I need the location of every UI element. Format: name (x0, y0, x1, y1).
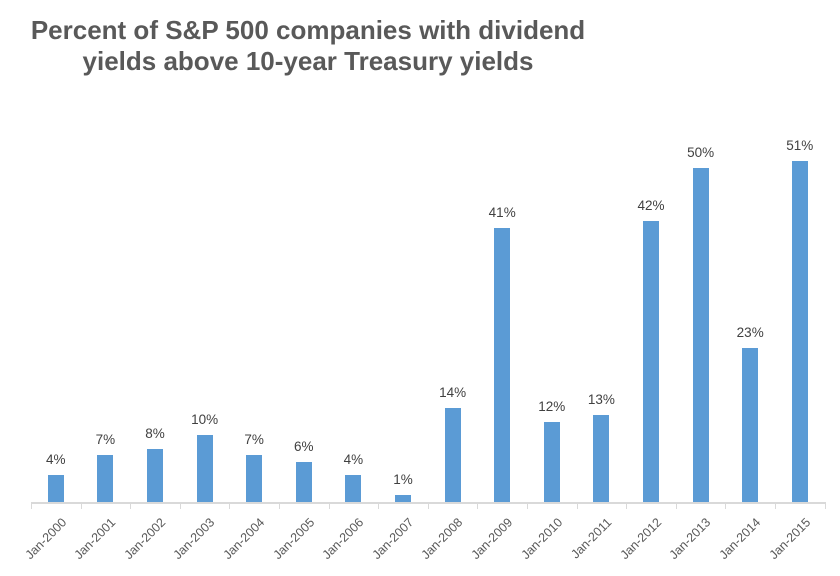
bar (97, 455, 114, 502)
x-axis-tick (130, 502, 132, 509)
chart-title-line2: yields above 10-year Treasury yields (82, 46, 534, 77)
x-axis-label: Jan-2005 (270, 515, 318, 563)
bar-value-label: 8% (145, 425, 165, 441)
x-axis-tick (675, 502, 677, 509)
x-axis-tick (626, 502, 628, 509)
bar (692, 168, 709, 502)
bar-value-label: 7% (244, 432, 264, 448)
x-axis-tick (725, 502, 727, 509)
bar (643, 221, 659, 502)
x-axis-label: Jan-2009 (468, 515, 516, 563)
bar-value-label: 42% (637, 198, 665, 214)
chart-title: Percent of S&P 500 companies with divide… (0, 15, 616, 77)
bar (395, 495, 411, 502)
x-axis-tick (378, 502, 380, 509)
x-axis-tick (80, 502, 82, 509)
bar-value-label: 10% (191, 412, 219, 428)
bar-value-label: 1% (393, 472, 413, 488)
bar-value-label: 23% (736, 325, 764, 341)
x-axis-label: Jan-2013 (667, 515, 714, 563)
bar (593, 415, 610, 502)
bar (196, 435, 213, 502)
x-axis-label: Jan-2008 (419, 515, 466, 563)
x-axis-tick (328, 502, 330, 509)
bar-value-label: 14% (439, 385, 467, 401)
x-axis-tick (527, 502, 528, 509)
x-axis-tick (279, 502, 280, 509)
x-axis-label: Jan-2015 (766, 515, 814, 563)
x-axis-label: Jan-2003 (171, 515, 218, 563)
x-axis-label: Jan-2011 (568, 515, 615, 562)
x-axis-tick (576, 502, 578, 509)
bar-value-label: 13% (587, 392, 615, 408)
x-axis-tick (229, 502, 231, 509)
x-axis-label: Jan-2006 (319, 515, 367, 563)
bar-value-label: 4% (46, 452, 66, 468)
bar-value-label: 51% (786, 138, 814, 154)
x-axis-tick (31, 502, 32, 509)
bar-value-label: 4% (343, 452, 364, 468)
x-axis-label: Jan-2014 (716, 515, 764, 563)
bar-value-label: 50% (687, 145, 715, 160)
x-axis-tick (824, 502, 826, 509)
x-axis-label: Jan-2012 (617, 515, 665, 563)
x-axis-tick (179, 502, 181, 509)
bar (47, 475, 64, 502)
bar (295, 461, 312, 502)
bar (494, 228, 511, 502)
bar (147, 448, 163, 502)
bar-value-label: 6% (294, 438, 314, 454)
x-axis-label: Jan-2004 (220, 515, 268, 563)
x-axis-label: Jan-2010 (518, 515, 566, 563)
x-axis-label: Jan-2001 (71, 515, 119, 563)
x-axis-tick (427, 502, 429, 509)
bar (791, 161, 808, 502)
bar-value-label: 41% (488, 205, 516, 221)
bar (543, 421, 560, 502)
x-axis-label: Jan-2007 (369, 515, 417, 563)
x-axis-label: Jan-2002 (121, 515, 169, 563)
x-axis-tick (477, 502, 479, 509)
bar (742, 348, 759, 502)
bar-value-label: 7% (95, 432, 116, 448)
x-axis-label: Jan-2000 (22, 515, 70, 563)
bar (246, 455, 263, 502)
bar (345, 475, 362, 502)
chart-title-line1: Percent of S&P 500 companies with divide… (30, 15, 586, 45)
x-axis-tick (775, 502, 776, 509)
bar-value-label: 12% (538, 398, 566, 414)
bar (444, 408, 461, 502)
